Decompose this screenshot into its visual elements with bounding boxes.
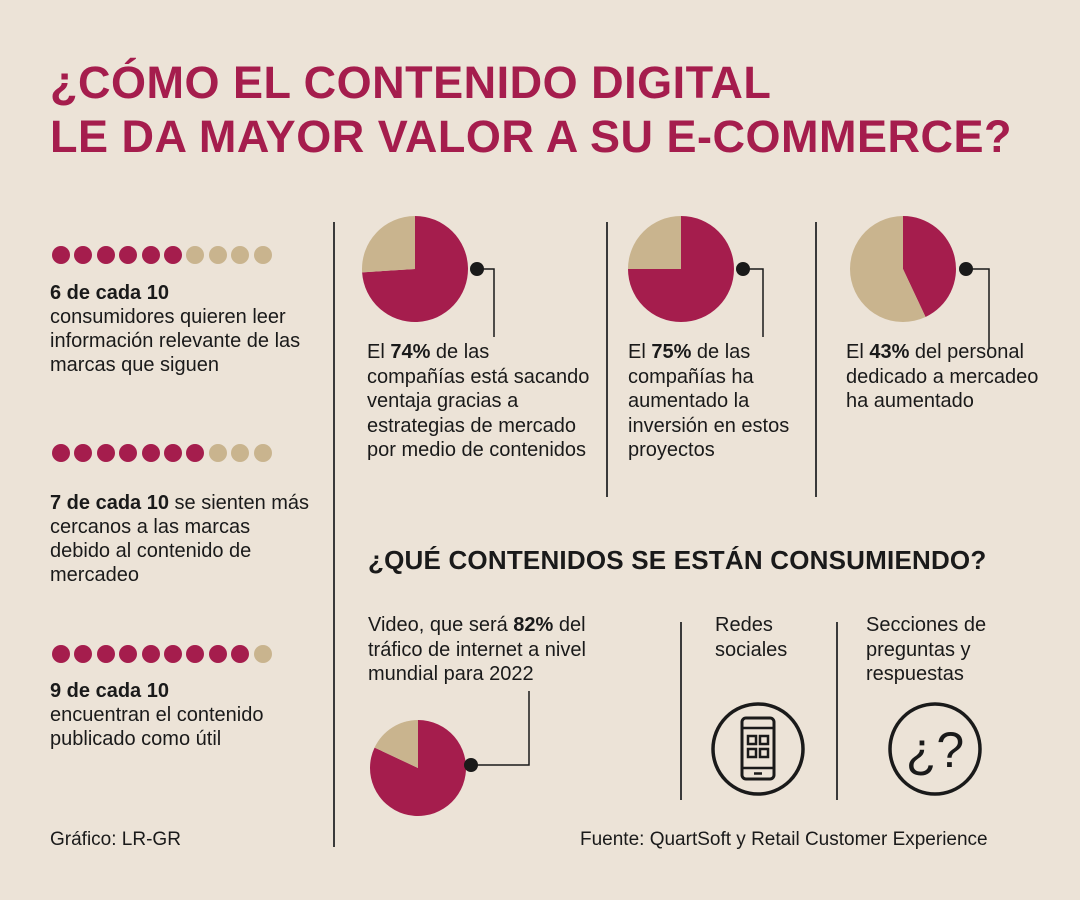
stat-6-of-10-text: consumidores quieren leer información re… — [50, 306, 301, 376]
dot-filled — [119, 645, 138, 663]
dot-filled — [119, 444, 138, 462]
pie-74-text: El 74% de las compañías está sacando ven… — [367, 340, 592, 463]
connector-dot-74 — [470, 262, 484, 276]
pie-slice-secondary — [362, 216, 415, 273]
title-line-2: LE DA MAYOR VALOR A SU E-COMMERCE? — [50, 111, 1013, 162]
divider-content-2-3 — [836, 622, 838, 800]
stat-9-of-10: 9 de cada 10 encuentran el contenido pub… — [50, 679, 315, 751]
stat-7-of-10-text: se sienten más cercanos a las marcas deb… — [50, 492, 310, 586]
dot-filled — [96, 246, 115, 264]
pie-chart-43 — [850, 216, 956, 322]
connector-dot-43 — [959, 262, 973, 276]
dot-empty — [231, 246, 250, 264]
dot-filled — [141, 645, 160, 663]
section-subtitle: ¿QUÉ CONTENIDOS SE ESTÁN CONSUMIENDO? — [368, 545, 987, 575]
pie-chart-75 — [628, 216, 734, 322]
title-line-1: ¿CÓMO EL CONTENIDO DIGITAL — [50, 57, 772, 108]
dot-filled — [52, 246, 70, 264]
dot-filled — [164, 444, 182, 462]
divider-content-1-2 — [680, 622, 682, 800]
video-pct: 82% — [513, 614, 554, 636]
stat-9-of-10-text: encuentran el contenido publicado como ú… — [50, 704, 264, 750]
pie-43-pre: El — [846, 341, 870, 363]
pie-slice-secondary — [628, 216, 681, 269]
stat-7-of-10-bold: 7 de cada 10 — [50, 492, 169, 514]
pie-slice-primary — [362, 216, 468, 322]
social-text: Redes sociales — [715, 614, 788, 661]
page-title: ¿CÓMO EL CONTENIDO DIGITAL LE DA MAYOR V… — [50, 56, 1012, 164]
dot-filled — [52, 444, 70, 462]
dot-empty — [186, 246, 205, 264]
dot-empty — [253, 246, 272, 264]
dot-filled — [74, 246, 93, 264]
dot-empty — [208, 246, 227, 264]
pie-chart-74 — [362, 216, 468, 322]
video-post: del tráfico de internet a nivel mundial … — [368, 614, 586, 685]
pie-75-pre: El — [628, 341, 652, 363]
divider-pie-1-2 — [606, 222, 608, 497]
dot-empty — [231, 444, 250, 462]
pie-75-post: de las compañías ha aumentado la inversi… — [628, 341, 790, 461]
dot-filled — [52, 645, 70, 663]
dot-filled — [74, 444, 93, 462]
connector-pie-75 — [743, 268, 764, 337]
divider-main — [333, 222, 335, 847]
pie-chart-82 — [370, 720, 466, 816]
credit-label: Gráfico: LR-GR — [50, 829, 181, 850]
dot-empty — [253, 645, 272, 663]
dot-filled — [141, 444, 160, 462]
question-glyph: ¿? — [906, 722, 964, 778]
source-label: Fuente: QuartSoft y Retail Customer Expe… — [580, 829, 988, 850]
stat-9-of-10-bold: 9 de cada 10 — [50, 680, 169, 702]
connector-pie-74 — [477, 268, 495, 337]
video-pre: Video, que será — [368, 614, 514, 636]
stat-6-of-10: 6 de cada 10 consumidores quieren leer i… — [50, 281, 315, 377]
dot-filled — [96, 645, 115, 663]
pie-43-pct: 43% — [869, 341, 910, 363]
pie-43-post: del personal dedicado a mercadeo ha aume… — [846, 341, 1039, 412]
dot-filled — [208, 645, 227, 663]
dot-filled — [164, 246, 182, 264]
dot-empty — [208, 444, 227, 462]
smartphone-icon — [711, 702, 805, 796]
dot-filled — [74, 645, 93, 663]
pie-75-pct: 75% — [651, 341, 692, 363]
pie-slice-secondary — [374, 720, 418, 768]
video-text: Video, que será 82% del tráfico de inter… — [368, 613, 633, 687]
dot-filled — [164, 645, 182, 663]
dot-filled — [186, 645, 205, 663]
pie-74-post: de las compañías está sacando ventaja gr… — [367, 341, 590, 461]
pie-slice-secondary — [850, 216, 926, 322]
connector-pie-43 — [966, 268, 990, 348]
dot-filled — [231, 645, 250, 663]
dot-filled — [141, 246, 160, 264]
dot-filled — [96, 444, 115, 462]
pie-75-text: El 75% de las compañías ha aumentado la … — [628, 340, 796, 463]
pie-43-text: El 43% del personal dedicado a mercadeo … — [846, 340, 1046, 414]
dot-empty — [253, 444, 272, 462]
pie-74-pct: 74% — [390, 341, 431, 363]
dot-filled — [186, 444, 205, 462]
question-marks-icon: ¿? — [888, 702, 982, 796]
connector-pie-82 — [471, 691, 530, 766]
dot-filled — [119, 246, 138, 264]
stat-7-of-10: 7 de cada 10 se sienten más cercanos a l… — [50, 491, 315, 587]
stat-6-of-10-bold: 6 de cada 10 — [50, 282, 169, 304]
pie-slice-primary — [903, 216, 956, 317]
pie-74-pre: El — [367, 341, 391, 363]
qa-text: Secciones de preguntas y respuestas — [866, 614, 987, 685]
connector-dot-75 — [736, 262, 750, 276]
divider-pie-2-3 — [815, 222, 817, 497]
